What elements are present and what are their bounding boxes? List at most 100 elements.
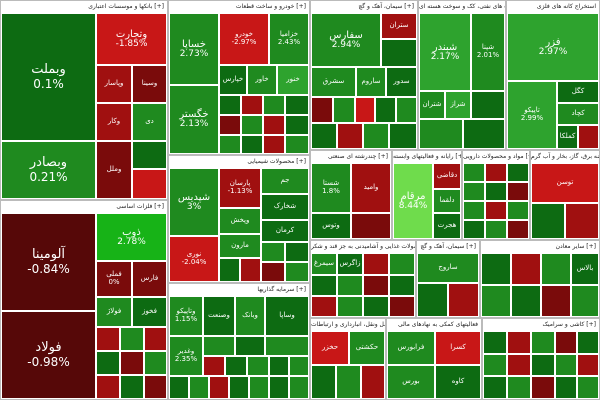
tile-small[interactable] (463, 201, 485, 220)
tile-shsta[interactable]: شستا 1.8% (311, 163, 351, 213)
tile-small[interactable] (144, 351, 167, 375)
tile-small[interactable] (203, 356, 225, 376)
tile-small[interactable] (531, 376, 555, 399)
tile-small[interactable] (120, 351, 144, 375)
section-auto[interactable]: خودرو و ساخت قطعات [+] خساپا 2.73% خگستر… (168, 0, 310, 155)
tile-vkar[interactable]: وکار (96, 103, 132, 141)
tile-small[interactable] (247, 356, 269, 376)
tile-small[interactable] (463, 220, 485, 239)
tile-shpna[interactable]: شپنا 2.01% (471, 13, 505, 91)
tile-stran[interactable]: ستران (381, 13, 417, 39)
tile-small[interactable] (263, 95, 285, 115)
tile-small[interactable] (363, 275, 389, 296)
tile-small[interactable] (511, 253, 541, 285)
tile-vsanat[interactable]: وصنعت (203, 296, 235, 336)
tile-small[interactable] (285, 115, 309, 135)
tile-small[interactable] (169, 376, 189, 399)
tile-jam[interactable]: جم (261, 168, 309, 194)
tile-small[interactable] (417, 283, 448, 317)
tile-small[interactable] (531, 331, 555, 354)
tile-shraz[interactable]: شراز (445, 91, 471, 119)
tile-small[interactable] (219, 95, 241, 115)
tile-small[interactable] (289, 376, 309, 399)
tile-small[interactable] (483, 354, 507, 376)
tile-fmelli[interactable]: فولاژ (96, 297, 132, 327)
tile-khzamia[interactable]: خزامیا 2.43% (269, 13, 309, 65)
section-steel[interactable]: سیمان، آهک و گچ [+] سفارس 2.94% ستران سش… (310, 0, 418, 150)
tile-small[interactable] (144, 327, 167, 351)
tile-small[interactable] (448, 283, 479, 317)
section-banks[interactable]: بانکها و موسسات اعتباری [+] وبملت 0.1% و… (0, 0, 168, 200)
tile-small[interactable] (485, 201, 507, 220)
tile-famli[interactable]: فملی 0% (96, 261, 132, 297)
tile-small[interactable] (311, 275, 337, 296)
tile-small[interactable] (555, 331, 577, 354)
tile-small[interactable] (261, 262, 285, 282)
tile-vpasargad[interactable]: وپاسار (96, 65, 132, 103)
section-financial-aux[interactable]: فعالیتهای کمکی به نهادهای مالی فرابورس ک… (386, 318, 482, 400)
section-metal-ore[interactable]: استخراج کانه های فلزی فزر 2.97% تاپیکو 2… (506, 0, 600, 150)
tile-mobin[interactable]: مارون (219, 234, 261, 258)
tile-vghadir[interactable]: وغدیر 2.35% (169, 336, 203, 376)
tile-small[interactable] (463, 182, 485, 201)
tile-small[interactable] (235, 336, 265, 356)
tile-vamid[interactable]: وامید (351, 163, 391, 213)
tile-small[interactable] (337, 123, 363, 149)
tile-small[interactable] (311, 296, 337, 317)
tile-small[interactable] (507, 331, 531, 354)
tile-ktapco[interactable]: تاپیکو 2.99% (507, 81, 557, 149)
tile-zob[interactable]: ذوب 2.78% (96, 213, 167, 261)
tile-small[interactable] (507, 376, 531, 399)
tile-hkashti[interactable]: حکشتی (349, 331, 385, 365)
tile-small[interactable] (120, 375, 144, 399)
tile-fars[interactable]: فارس (132, 261, 167, 297)
tile-small[interactable] (311, 365, 336, 399)
tile-small[interactable] (241, 135, 263, 154)
tile-kchad[interactable]: کچاد (557, 103, 599, 125)
tile-small[interactable] (511, 285, 541, 317)
tile-small[interactable] (389, 296, 415, 317)
section-investment[interactable]: سرمایه گذاریها [+] وتاپیکو 1.15% وغدیر 2… (168, 283, 310, 400)
tile-kmalkh[interactable]: کملکا (557, 125, 578, 149)
tile-small[interactable] (531, 203, 565, 239)
tile-parsan[interactable]: پارسان -1.13% (219, 168, 261, 208)
tile-small[interactable] (507, 182, 529, 201)
tile-small[interactable] (363, 123, 389, 149)
tile-small[interactable] (381, 39, 417, 67)
tile-khazar[interactable]: حخزر (311, 331, 349, 365)
tile-small[interactable] (144, 375, 167, 399)
tile-noori[interactable]: نوری -2.04% (169, 236, 219, 282)
tile-small[interactable] (577, 376, 599, 399)
tile-small[interactable] (337, 275, 363, 296)
tile-small[interactable] (577, 331, 599, 354)
tile-small[interactable] (578, 125, 599, 149)
tile-small[interactable] (363, 253, 389, 275)
tile-vsina[interactable]: وسینا (132, 65, 167, 103)
tile-small[interactable] (265, 336, 309, 356)
tile-small[interactable] (337, 296, 363, 317)
tile-small[interactable] (485, 163, 507, 182)
tile-small[interactable] (263, 135, 285, 154)
tile-small[interactable] (483, 331, 507, 354)
tile-small[interactable] (261, 242, 285, 262)
tile-vtejarat[interactable]: وتجارت -1.85% (96, 13, 167, 65)
tile-small[interactable] (565, 203, 599, 239)
tile-small[interactable] (132, 169, 167, 199)
tile-balabs[interactable]: بالاس (571, 253, 599, 285)
tile-small[interactable] (389, 123, 417, 149)
tile-small[interactable] (481, 285, 511, 317)
tile-vbank[interactable]: وبانک (235, 296, 265, 336)
tile-vmal[interactable]: وملل (96, 141, 132, 199)
tile-small[interactable] (311, 97, 333, 123)
tile-small[interactable] (219, 135, 241, 154)
section-software[interactable]: رایانه و فعالیتهای وابسته [+] مرقام 8.44… (392, 150, 462, 240)
section-tiles[interactable]: کاشی و سرامیک [+] (482, 318, 600, 400)
tile-small[interactable] (507, 220, 529, 239)
tile-small[interactable] (555, 376, 577, 399)
tile-sharq[interactable]: سشرق (311, 67, 356, 97)
tile-small[interactable] (483, 376, 507, 399)
tile-deltac[interactable]: دلقما (433, 189, 461, 213)
tile-toosan[interactable]: توسن (531, 163, 599, 203)
tile-foolad[interactable]: فولاد -0.98% (1, 311, 96, 399)
tile-sdoroud[interactable]: سدور (386, 67, 417, 97)
